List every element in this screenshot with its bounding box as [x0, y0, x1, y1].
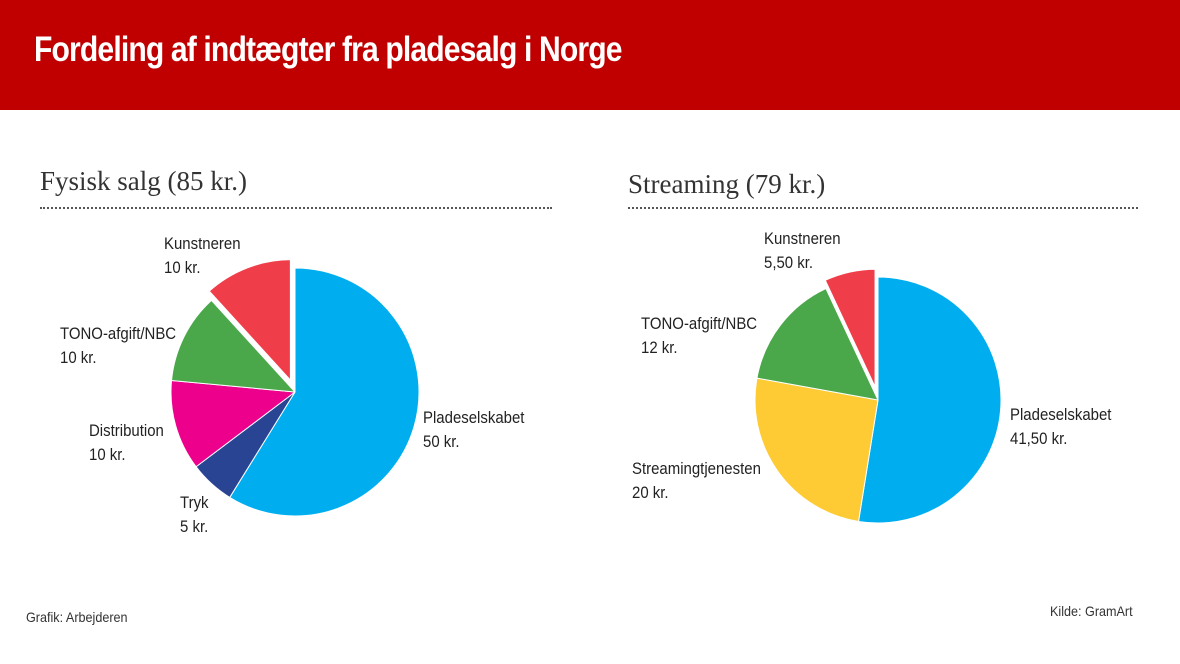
label-distribution-fysisk: Distribution 10 kr.	[89, 419, 164, 467]
divider-left	[40, 207, 552, 209]
chart-title-streaming: Streaming (79 kr.)	[628, 169, 826, 199]
source-text: Kilde: GramArt	[1050, 603, 1133, 619]
label-name: TONO-afgift/NBC	[60, 324, 177, 343]
pie-slice-pladeselskabet	[229, 267, 420, 517]
label-kunstneren-fysisk: Kunstneren 10 kr.	[164, 232, 241, 280]
label-name: Pladeselskabet	[1010, 405, 1112, 424]
label-name: Tryk	[180, 493, 209, 512]
label-kunstneren-streaming: Kunstneren 5,50 kr.	[764, 227, 841, 275]
label-tryk-fysisk: Tryk 5 kr.	[180, 491, 209, 539]
header-banner: Fordeling af indtægter fra pladesalg i N…	[0, 0, 1180, 110]
pie-slice-tono-afgift-nbc	[756, 288, 879, 401]
label-name: Distribution	[89, 421, 164, 440]
label-tono-fysisk: TONO-afgift/NBC 10 kr.	[60, 322, 176, 370]
pie-slice-distribution	[170, 380, 296, 468]
label-value: 41,50 kr.	[1010, 429, 1068, 448]
pie-slice-pladeselskabet	[858, 276, 1002, 524]
label-name: TONO-afgift/NBC	[641, 314, 758, 333]
pie-slice-kunstneren	[206, 257, 293, 385]
credit-text: Grafik: Arbejderen	[26, 609, 128, 625]
label-value: 12 kr.	[641, 338, 678, 357]
label-value: 5 kr.	[180, 517, 209, 536]
page-title: Fordeling af indtægter fra pladesalg i N…	[34, 30, 623, 69]
divider-right	[628, 207, 1138, 209]
label-name: Kunstneren	[164, 234, 241, 253]
chart-title-fysisk: Fysisk salg (85 kr.)	[40, 166, 248, 196]
label-name: Pladeselskabet	[423, 408, 525, 427]
pie-slice-streamingtjenesten	[754, 377, 879, 522]
label-value: 50 kr.	[423, 432, 460, 451]
label-pladeselskabet-streaming: Pladeselskabet 41,50 kr.	[1010, 403, 1111, 451]
pie-slice-tono-afgift-nbc	[171, 299, 296, 393]
label-value: 10 kr.	[89, 445, 126, 464]
label-tono-streaming: TONO-afgift/NBC 12 kr.	[641, 312, 757, 360]
label-name: Streamingtjenesten	[632, 459, 761, 478]
label-streamingtjenesten-streaming: Streamingtjenesten 20 kr.	[632, 457, 761, 505]
label-value: 5,50 kr.	[764, 253, 814, 272]
label-value: 10 kr.	[60, 348, 97, 367]
label-value: 10 kr.	[164, 258, 201, 277]
label-value: 20 kr.	[632, 483, 669, 502]
label-name: Kunstneren	[764, 229, 841, 248]
pie-slice-kunstneren	[822, 266, 878, 393]
label-pladeselskabet-fysisk: Pladeselskabet 50 kr.	[423, 406, 524, 454]
